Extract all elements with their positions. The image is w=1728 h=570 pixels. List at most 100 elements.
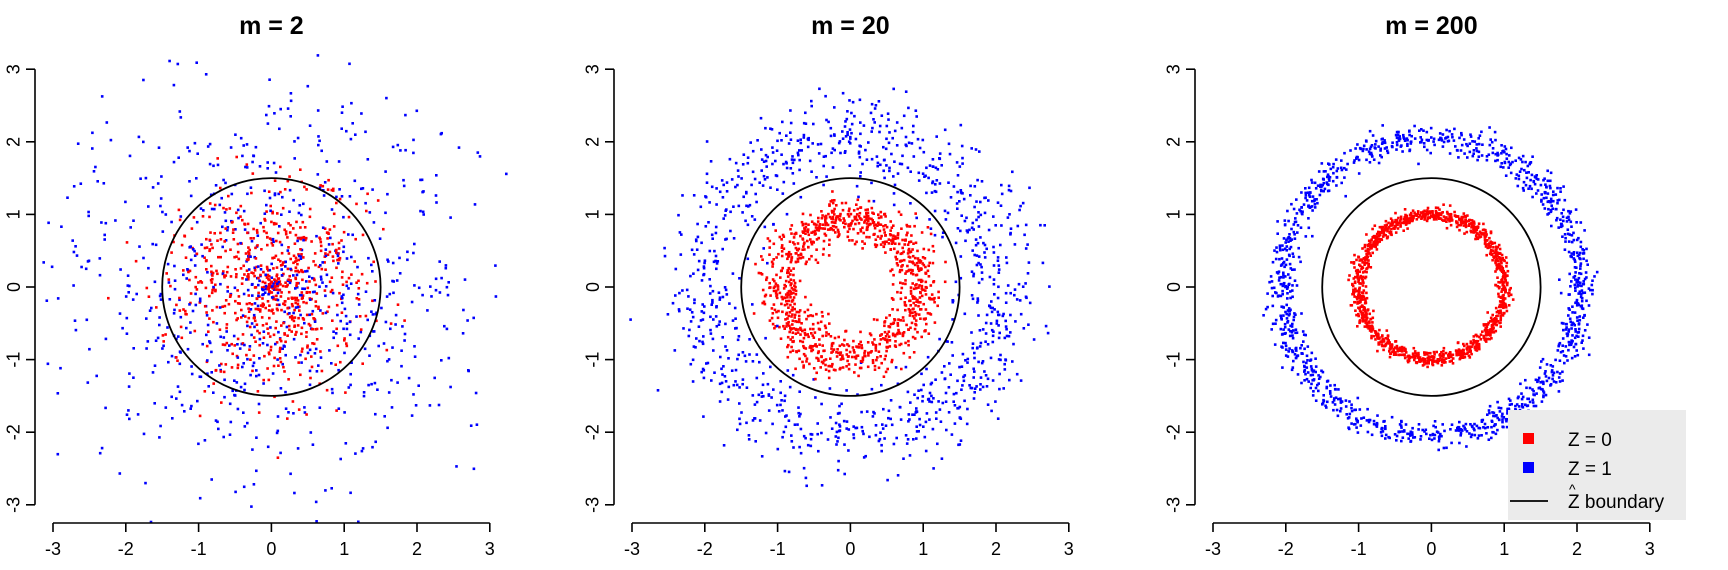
point-z1 [1041,261,1045,265]
point-z0 [321,184,325,188]
point-z1 [1432,140,1435,143]
point-z0 [215,269,218,273]
point-z0 [232,228,235,231]
point-z0 [1395,218,1399,222]
point-z0 [1478,347,1481,351]
point-z1 [1488,126,1491,129]
point-z0 [881,241,885,244]
point-z1 [206,359,209,362]
point-z1 [362,391,366,394]
point-z0 [801,248,804,251]
point-z1 [974,238,978,241]
point-z1 [692,272,695,275]
point-z1 [951,300,955,304]
point-z1 [799,427,803,431]
point-z0 [211,288,214,292]
point-z0 [797,349,801,353]
point-z1 [236,356,240,359]
point-z1 [1540,400,1544,403]
point-z1 [981,360,985,363]
point-z1 [1422,142,1426,145]
point-z1 [1021,201,1025,205]
point-z1 [1320,369,1323,373]
point-z1 [251,364,255,368]
point-z1 [1336,167,1340,170]
point-z1 [1009,233,1012,236]
point-z0 [271,244,275,247]
point-z1 [210,207,214,211]
point-z0 [913,224,916,228]
point-z1 [864,454,867,458]
point-z1 [295,286,299,289]
point-z0 [203,246,207,250]
point-z1 [775,403,779,407]
point-z0 [919,317,922,320]
point-z1 [449,385,452,389]
point-z0 [1472,231,1476,234]
point-z0 [294,256,298,260]
point-z1 [700,310,704,313]
point-z0 [1462,348,1465,352]
point-z1 [1402,136,1405,139]
point-z0 [797,254,800,257]
point-z0 [920,294,924,298]
point-z0 [1417,356,1420,359]
point-z0 [787,314,791,318]
point-z1 [737,204,741,208]
point-z1 [811,142,814,145]
point-z0 [247,316,251,320]
point-z0 [364,314,368,318]
point-z0 [291,400,295,403]
point-z0 [233,344,236,347]
point-z1 [712,349,715,352]
point-z0 [783,303,787,307]
point-z1 [1004,301,1008,304]
point-z1 [1413,137,1417,140]
point-z1 [354,452,357,455]
point-z0 [345,344,349,348]
point-z0 [353,260,356,263]
point-z1 [779,403,782,407]
point-z0 [286,179,290,183]
point-z1 [286,249,290,252]
point-z1 [401,325,404,328]
point-z1 [127,409,130,412]
point-z0 [241,277,244,280]
point-z1 [251,160,254,164]
point-z1 [700,241,703,245]
point-z0 [791,298,795,302]
point-z1 [253,266,256,270]
point-z0 [1463,344,1466,348]
point-z0 [335,409,338,412]
point-z1 [1519,158,1523,161]
point-z0 [794,231,798,235]
point-z1 [705,140,709,143]
point-z0 [798,256,801,260]
point-z0 [895,257,899,261]
point-z1 [366,158,370,161]
point-z0 [873,338,876,341]
point-z0 [908,260,911,263]
point-z1 [1324,170,1327,173]
point-z1 [976,299,980,302]
point-z0 [296,269,299,273]
point-z1 [136,413,140,416]
point-z1 [1582,279,1585,283]
point-z0 [904,279,907,282]
point-z0 [887,242,891,245]
point-z0 [846,213,850,216]
point-z1 [239,385,243,389]
point-z0 [861,240,864,243]
point-z1 [934,190,938,194]
point-z1 [972,397,976,400]
point-z0 [884,234,887,237]
point-z1 [148,309,152,312]
point-z1 [1413,436,1417,439]
point-z1 [767,409,771,412]
point-z1 [846,133,849,137]
point-z1 [311,443,315,446]
point-z0 [831,362,834,366]
point-z0 [785,325,788,328]
point-z0 [847,215,851,218]
point-z0 [290,318,294,321]
